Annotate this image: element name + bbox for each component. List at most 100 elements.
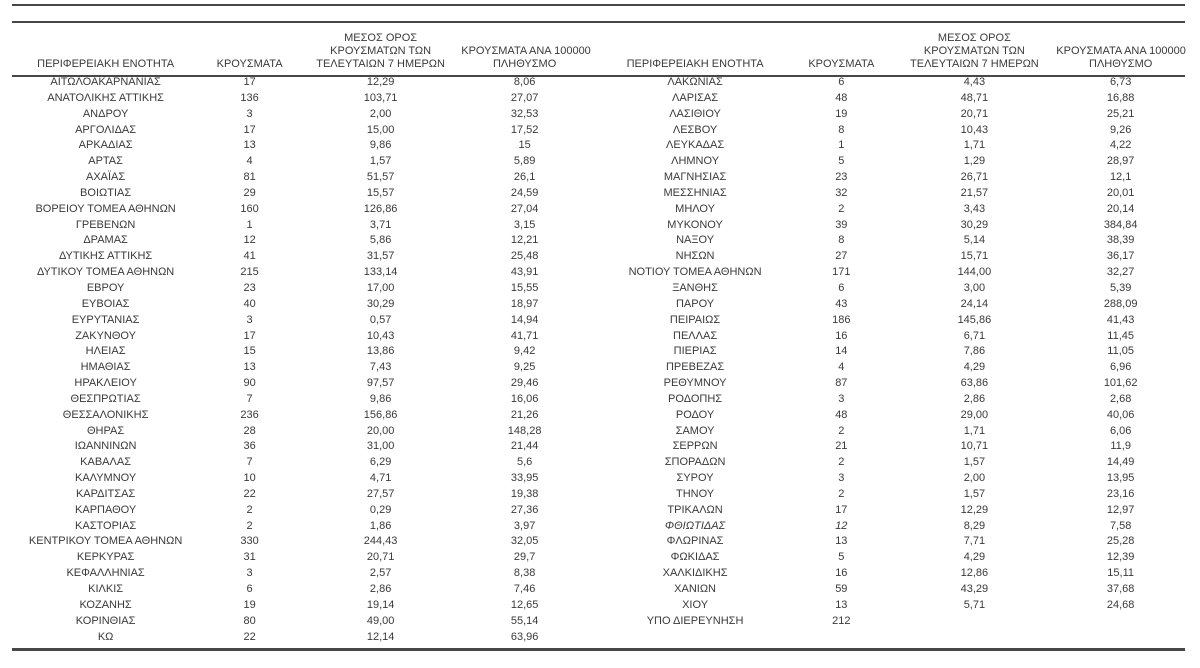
avg7-cell: 156,86 (363, 408, 398, 421)
table-row: ΜΥΚΟΝΟΥ 39 30,29 384,84 (600, 218, 1185, 234)
region-cell: ΚΕΡΚΥΡΑΣ (76, 551, 135, 564)
avg7-cell: 43,29 (960, 583, 989, 595)
per100k-cell: 23,16 (1106, 487, 1135, 500)
avg7-cell: 5,71 (963, 598, 986, 611)
per100k-cell: 12,65 (510, 598, 539, 611)
cases-cell: 43 (835, 297, 848, 310)
region-cell: ΔΥΤΙΚΟΥ ΤΟΜΕΑ ΑΘΗΝΩΝ (36, 266, 175, 279)
per100k-cell: 21,44 (510, 440, 539, 453)
avg7-cell: 15,00 (366, 123, 395, 136)
per100k-cell: 29,46 (510, 377, 539, 390)
region-cell: ΜΗΛΟΥ (675, 202, 715, 215)
region-cell: ΠΑΡΟΥ (675, 297, 715, 310)
per100k-cell: 63,96 (510, 630, 539, 643)
avg7-cell: 30,29 (960, 218, 989, 231)
region-cell: ΒΟΡΕΙΟΥ ΤΟΜΕΑ ΑΘΗΝΩΝ (35, 202, 176, 215)
avg7-cell: 12,86 (960, 567, 989, 580)
per100k-cell: 15,55 (510, 281, 539, 294)
avg7-cell: 4,29 (963, 361, 986, 374)
avg7-cell: 49,00 (366, 614, 395, 627)
table-row: ΑΡΓΟΛΙΔΑΣ 17 15,00 17,52 (12, 123, 588, 139)
region-cell: ΤΗΝΟΥ (675, 487, 715, 500)
table-row: ΠΙΕΡΙΑΣ 14 7,86 11,05 (600, 344, 1185, 360)
cases-cell: 7 (246, 392, 253, 405)
table-row: ΠΕΙΡΑΙΩΣ 186 145,86 41,43 (600, 313, 1185, 329)
region-cell: ΜΕΣΣΗΝΙΑΣ (663, 186, 727, 199)
per100k-cell: 3,15 (513, 218, 536, 231)
per100k-cell: 33,95 (510, 472, 539, 485)
per100k-cell: 26,1 (513, 171, 536, 184)
cases-cell: 19 (835, 107, 848, 120)
table-row: ΣΕΡΡΩΝ 21 10,71 11,9 (600, 439, 1185, 455)
table-row: ΘΕΣΣΑΛΟΝΙΚΗΣ 236 156,86 21,26 (12, 408, 588, 424)
avg7-cell: 2,00 (369, 107, 392, 120)
per100k-cell: 27,36 (510, 503, 539, 516)
region-cell: ΘΗΡΑΣ (87, 424, 125, 437)
cases-cell: 22 (243, 630, 256, 643)
region-cell: ΞΑΝΘΗΣ (672, 281, 718, 294)
cases-cell: 28 (243, 424, 256, 437)
avg7-cell: 133,14 (363, 266, 398, 279)
table-row: ΔΥΤΙΚΗΣ ΑΤΤΙΚΗΣ 41 31,57 25,48 (12, 249, 588, 265)
per100k-cell: 25,28 (1106, 535, 1135, 548)
column-header-per100k: ΚΡΟΥΣΜΑΤΑ ΑΝΑ 100000 ΠΛΗΘΥΣΜΟ (1056, 23, 1186, 75)
region-cell: ΛΕΥΚΑΔΑΣ (665, 139, 725, 152)
per100k-cell: 20,14 (1106, 202, 1135, 215)
cases-cell: 16 (835, 329, 848, 342)
region-cell: ΔΥΤΙΚΗΣ ΑΤΤΙΚΗΣ (58, 250, 153, 263)
per100k-cell: 27,07 (510, 91, 539, 104)
cases-cell: 2 (246, 519, 253, 532)
cases-cell: 10 (243, 472, 256, 485)
per100k-cell: 18,97 (510, 297, 539, 310)
table-row: ΡΟΔΟΥ 48 29,00 40,06 (600, 408, 1185, 424)
table-row: ΡΕΘΥΜΝΟΥ 87 63,86 101,62 (600, 376, 1185, 392)
avg7-cell: 9,86 (369, 392, 392, 405)
per100k-cell: 9,26 (1109, 123, 1132, 136)
table-row: ΧΑΛΚΙΔΙΚΗΣ 16 12,86 15,11 (600, 566, 1185, 582)
region-cell: ΛΑΡΙΣΑΣ (672, 91, 719, 104)
per100k-cell: 32,27 (1106, 266, 1135, 279)
cases-cell: 23 (243, 281, 256, 294)
avg7-cell: 3,43 (963, 202, 986, 215)
region-cell: ΚΟΡΙΝΘΙΑΣ (75, 614, 136, 627)
table-row: ΜΑΓΝΗΣΙΑΣ 23 26,71 12,1 (600, 170, 1185, 186)
table-row: ΠΕΛΛΑΣ 16 6,71 11,45 (600, 329, 1185, 345)
cases-cell: 3 (838, 392, 845, 405)
per100k-cell: 5,6 (516, 456, 533, 469)
avg7-cell: 20,00 (366, 424, 395, 437)
table-row: ΔΡΑΜΑΣ 12 5,86 12,21 (12, 233, 588, 249)
per100k-cell: 27,04 (510, 202, 539, 215)
avg7-cell: 2,57 (369, 567, 392, 580)
region-cell: ΧΙΟΥ (682, 598, 709, 611)
table-row: ΚΟΖΑΝΗΣ 19 19,14 12,65 (12, 598, 588, 614)
region-cell: ΑΡΓΟΛΙΔΑΣ (75, 123, 137, 136)
column-header-avg7-line2: ΚΡΟΥΣΜΑΤΩΝ ΤΩΝ (923, 45, 1025, 57)
per100k-cell: 12,97 (1106, 503, 1135, 516)
per100k-cell: 20,01 (1106, 186, 1135, 199)
cases-table-left: ΠΕΡΙΦΕΡΕΙΑΚΗ ΕΝΟΤΗΤΑ ΚΡΟΥΣΜΑΤΑ ΜΕΣΟΣ ΟΡΟ… (12, 23, 591, 645)
table-row: ΝΑΞΟΥ 8 5,14 38,39 (600, 233, 1185, 249)
cases-cell: 3 (246, 313, 253, 326)
avg7-cell: 63,86 (960, 377, 989, 390)
per100k-cell: 36,17 (1106, 250, 1135, 263)
avg7-cell: 145,86 (957, 313, 992, 326)
region-cell: ΔΡΑΜΑΣ (83, 234, 128, 247)
table-row: ΣΑΜΟΥ 2 1,71 6,06 (600, 424, 1185, 440)
cases-cell: 17 (243, 123, 256, 136)
column-header-avg7-line3: ΤΕΛΕΥΤΑΙΩΝ 7 ΗΜΕΡΩΝ (316, 58, 445, 70)
region-cell: ΛΗΜΝΟΥ (671, 155, 720, 168)
avg7-cell: 7,86 (963, 345, 986, 358)
table-row: ΤΡΙΚΑΛΩΝ 17 12,29 12,97 (600, 503, 1185, 519)
column-header-avg7-line1: ΜΕΣΟΣ ΟΡΟΣ (344, 32, 418, 44)
region-cell: ΤΡΙΚΑΛΩΝ (667, 503, 723, 516)
region-cell: ΚΕΦΑΛΛΗΝΙΑΣ (66, 567, 145, 580)
cases-cell: 17 (243, 329, 256, 342)
cases-cell: 3 (246, 107, 253, 120)
per100k-cell: 14,94 (510, 313, 539, 326)
avg7-cell: 1,57 (963, 487, 986, 500)
avg7-cell (893, 614, 1057, 630)
header-row: ΠΕΡΙΦΕΡΕΙΑΚΗ ΕΝΟΤΗΤΑ ΚΡΟΥΣΜΑΤΑ ΜΕΣΟΣ ΟΡΟ… (12, 23, 591, 75)
cases-cell: 39 (835, 218, 848, 231)
cases-cell: 8 (838, 123, 845, 136)
table-row: ΚΑΛΥΜΝΟΥ 10 4,71 33,95 (12, 471, 588, 487)
